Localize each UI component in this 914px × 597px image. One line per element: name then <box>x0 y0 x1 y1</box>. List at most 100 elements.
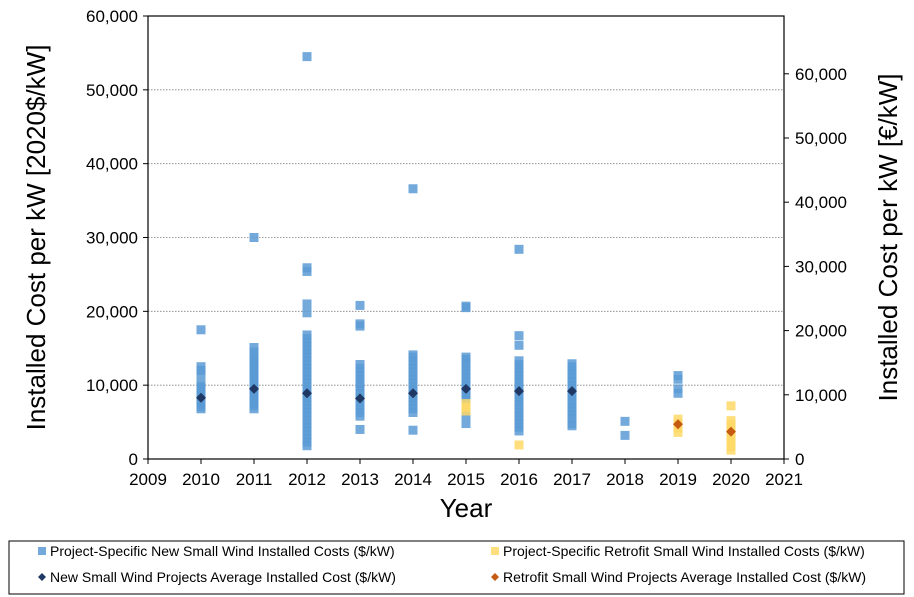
data-point <box>355 319 365 329</box>
data-point <box>567 359 577 369</box>
data-point <box>514 244 524 254</box>
y-right-tick-label: 10,000 <box>795 386 847 405</box>
x-tick-label: 2016 <box>500 470 538 489</box>
data-point <box>302 299 312 309</box>
x-tick-label: 2009 <box>129 470 167 489</box>
y-left-tick-label: 60,000 <box>86 7 138 26</box>
data-point <box>514 356 524 366</box>
data-point <box>673 371 683 381</box>
y-left-tick-label: 50,000 <box>86 81 138 100</box>
y-axis-left: 0 10,000 20,000 30,000 40,000 50,000 60,000 <box>86 7 148 469</box>
y-right-tick-label: 30,000 <box>795 257 847 276</box>
data-point <box>567 419 577 429</box>
data-point <box>461 419 471 429</box>
series-4 <box>673 419 736 437</box>
data-point <box>355 424 365 434</box>
data-point <box>302 330 312 340</box>
data-point <box>673 414 683 424</box>
data-point <box>673 384 683 394</box>
legend-label: Project-Specific Retrofit Small Wind Ins… <box>503 543 865 559</box>
average-point <box>355 393 365 404</box>
data-point <box>196 371 206 381</box>
data-point <box>461 352 471 362</box>
y-right-tick-label: 60,000 <box>795 65 847 84</box>
legend-label: New Small Wind Projects Average Installe… <box>50 569 396 585</box>
data-point <box>196 325 206 335</box>
data-point <box>461 301 471 311</box>
y-right-tick-label: 20,000 <box>795 322 847 341</box>
x-axis: 2009 2010 2011 2012 2013 2014 2015 2016 2017 2018… <box>129 459 803 489</box>
data-point <box>726 416 736 426</box>
data-point <box>196 379 206 389</box>
average-point <box>514 386 524 397</box>
y-right-tick-label: 0 <box>795 450 804 469</box>
data-point <box>408 184 418 194</box>
data-point <box>514 440 524 450</box>
data-point <box>355 300 365 310</box>
data-point <box>408 425 418 435</box>
legend-marker <box>491 573 499 581</box>
legend: Project-Specific New Small Wind Installe… <box>8 540 905 595</box>
legend-marker <box>38 573 46 581</box>
series-2 <box>461 399 736 455</box>
legend-marker <box>491 547 499 555</box>
data-point <box>408 350 418 360</box>
data-point <box>302 308 312 318</box>
legend-frame <box>8 540 905 595</box>
x-tick-label: 2020 <box>712 470 750 489</box>
x-tick-label: 2012 <box>288 470 326 489</box>
data-point <box>249 233 259 242</box>
average-point <box>249 383 259 394</box>
y-axis-right: 0 10,000 20,000 30,000 40,000 50,000 60,000 <box>784 65 847 469</box>
gridlines <box>148 89 784 386</box>
y-axis-left-title: Installed Cost per kW [2020$/kW] <box>21 45 51 431</box>
y-left-tick-label: 40,000 <box>86 155 138 174</box>
legend-label: Retrofit Small Wind Projects Average Ins… <box>503 569 866 585</box>
y-left-tick-label: 0 <box>129 450 138 469</box>
x-tick-label: 2017 <box>553 470 591 489</box>
x-tick-label: 2011 <box>236 470 273 489</box>
data-point <box>514 340 524 350</box>
x-tick-label: 2013 <box>341 470 379 489</box>
x-tick-label: 2019 <box>659 470 697 489</box>
legend-item: New Small Wind Projects Average Installe… <box>38 569 396 585</box>
x-axis-title: Year <box>440 493 493 523</box>
x-tick-label: 2010 <box>182 470 220 489</box>
data-point <box>461 399 471 409</box>
average-point <box>302 388 312 399</box>
data-point <box>355 359 365 369</box>
y-left-tick-label: 10,000 <box>86 376 138 395</box>
average-point <box>461 383 471 394</box>
data-point <box>249 343 259 353</box>
y-right-tick-label: 40,000 <box>795 193 847 212</box>
data-point <box>302 263 312 273</box>
y-left-tick-label: 20,000 <box>86 302 138 321</box>
average-point <box>673 419 683 430</box>
data-point <box>514 331 524 341</box>
y-axis-right-title: Installed Cost per kW [€/kW] <box>873 74 903 402</box>
legend-marker <box>38 547 46 555</box>
average-point <box>408 388 418 399</box>
legend-item: Project-Specific Retrofit Small Wind Ins… <box>491 543 865 559</box>
data-point <box>302 52 312 62</box>
average-point <box>726 426 736 437</box>
data-point <box>196 362 206 372</box>
data-point <box>620 430 630 440</box>
x-tick-label: 2021 <box>765 470 803 489</box>
y-right-tick-label: 50,000 <box>795 129 847 148</box>
legend-item: Retrofit Small Wind Projects Average Ins… <box>491 569 866 585</box>
average-point <box>196 392 206 403</box>
data-points <box>196 52 736 455</box>
x-tick-label: 2018 <box>606 470 644 489</box>
data-point <box>726 401 736 411</box>
average-point <box>567 386 577 397</box>
y-left-tick-label: 30,000 <box>86 229 138 248</box>
legend-label: Project-Specific New Small Wind Installe… <box>50 543 395 559</box>
x-tick-label: 2015 <box>447 470 485 489</box>
series-3 <box>196 383 577 404</box>
data-point <box>620 416 630 426</box>
x-tick-label: 2014 <box>394 470 432 489</box>
series-1 <box>196 52 683 451</box>
